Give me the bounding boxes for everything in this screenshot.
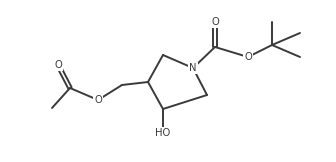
Text: O: O bbox=[244, 52, 252, 62]
Text: HO: HO bbox=[155, 128, 171, 138]
Text: O: O bbox=[54, 60, 62, 70]
Text: O: O bbox=[211, 17, 219, 27]
Text: N: N bbox=[189, 63, 197, 73]
Text: O: O bbox=[94, 95, 102, 105]
